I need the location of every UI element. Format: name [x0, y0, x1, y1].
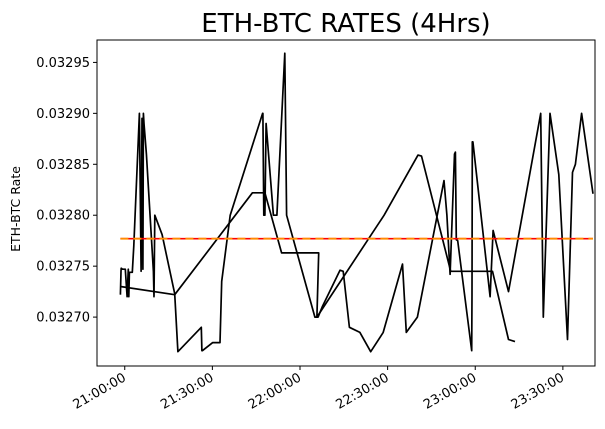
x-tick-label: 21:00:00 [71, 370, 129, 412]
x-tick-label: 21:30:00 [158, 370, 216, 412]
y-axis: 0.03270 0.03275 0.03280 0.03285 0.03290 0.032… [36, 56, 97, 326]
x-axis: 21:00:00 21:30:00 22:00:00 22:30:00 23:00:00… [71, 366, 567, 413]
y-tick-label: 0.03280 [36, 209, 90, 224]
plot-lines [119, 52, 594, 353]
y-tick-label: 0.03275 [36, 260, 90, 275]
y-tick-label: 0.03290 [36, 107, 90, 122]
plot-frame [96, 39, 596, 367]
y-tick-label: 0.03295 [36, 56, 90, 71]
y-axis-label: ETH-BTC Rate [8, 166, 23, 252]
y-tick-label: 0.03285 [36, 158, 90, 173]
x-tick-label: 22:00:00 [246, 370, 304, 412]
x-tick-label: 22:30:00 [334, 370, 392, 412]
y-tick-label: 0.03270 [36, 311, 90, 326]
x-tick-label: 23:00:00 [421, 370, 479, 412]
series-line-1 [120, 154, 516, 343]
series-line-0 [119, 52, 594, 353]
x-tick-label: 23:30:00 [509, 370, 567, 412]
chart-title: ETH-BTC RATES (4Hrs) [201, 9, 490, 39]
